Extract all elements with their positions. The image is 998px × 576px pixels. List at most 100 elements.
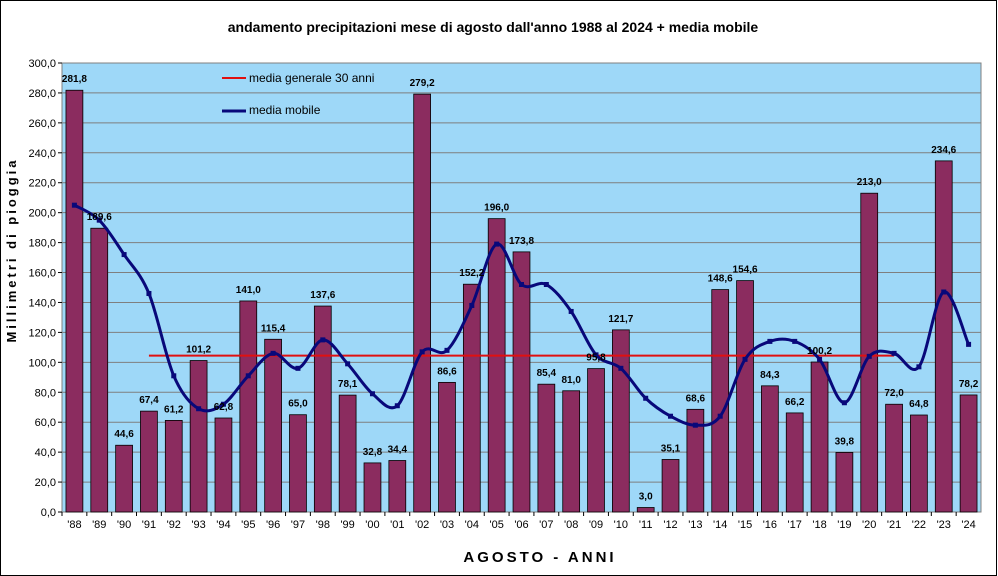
moving-average-point	[941, 289, 947, 295]
bar	[65, 89, 84, 513]
bar	[686, 408, 705, 513]
moving-average-point	[96, 217, 102, 223]
bar-value-label: 68,6	[686, 393, 706, 404]
y-tick-label: 140,0	[28, 297, 56, 309]
x-tick-label: '96	[266, 519, 280, 531]
bar	[438, 381, 456, 513]
bar	[487, 218, 506, 513]
bar-value-label: 141,0	[236, 285, 261, 296]
bar	[164, 420, 183, 513]
bar-value-label: 65,0	[288, 399, 308, 410]
moving-average-point	[345, 361, 351, 367]
moving-average-point	[817, 356, 823, 362]
moving-average-layer	[71, 202, 972, 428]
bar-value-label: 64,8	[909, 399, 929, 410]
y-tick-label: 40,0	[35, 447, 56, 459]
x-tick-label: '94	[216, 519, 230, 531]
bar-value-label: 148,6	[708, 274, 733, 285]
x-tick-label: '17	[788, 519, 802, 531]
bar-value-label: 78,2	[959, 379, 979, 390]
x-tick-label: '21	[887, 519, 901, 531]
y-tick-label: 120,0	[28, 327, 56, 339]
moving-average-point	[469, 302, 475, 308]
x-tick-label: '14	[713, 519, 727, 531]
bar-value-label: 95,8	[586, 353, 606, 364]
moving-average-point	[369, 391, 375, 397]
moving-average-point	[71, 202, 77, 208]
bar-value-label: 32,8	[363, 447, 383, 458]
bar-value-label: 137,6	[310, 290, 335, 301]
moving-average-point	[220, 401, 226, 407]
bar	[934, 160, 953, 513]
bar-value-label: 61,2	[164, 404, 184, 415]
moving-average-point	[171, 373, 177, 379]
x-tick-label: '04	[465, 519, 479, 531]
x-tick-label: '22	[912, 519, 926, 531]
x-tick-label: '98	[316, 519, 330, 531]
bar-value-label: 152,2	[459, 268, 484, 279]
moving-average-point	[692, 422, 698, 428]
x-tick-label: '15	[738, 519, 752, 531]
bar-value-label: 34,4	[388, 445, 408, 456]
y-axis-title: Millimetri di pioggia	[4, 157, 19, 342]
bar-value-label: 154,6	[733, 265, 758, 276]
bar	[189, 360, 208, 513]
y-tick-label: 80,0	[35, 387, 56, 399]
moving-average-point	[792, 338, 798, 344]
bar-value-label: 101,2	[186, 345, 211, 356]
moving-average-point	[866, 353, 872, 359]
bar-value-label: 196,0	[484, 203, 509, 214]
bar	[661, 459, 680, 513]
y-tick-label: 0,0	[41, 507, 56, 519]
x-tick-label: '92	[167, 519, 181, 531]
bar-value-label: 72,0	[884, 388, 904, 399]
bar	[462, 283, 481, 513]
y-tick-label: 60,0	[35, 417, 56, 429]
x-tick-label: '03	[440, 519, 454, 531]
y-tick-label: 260,0	[28, 118, 56, 130]
legend-label-average: media generale 30 anni	[249, 71, 374, 85]
bar-value-label: 78,1	[338, 379, 358, 390]
x-tick-label: '07	[539, 519, 553, 531]
bar-value-label: 67,4	[139, 395, 159, 406]
legend: media generale 30 anni media mobile	[222, 71, 374, 117]
bar	[214, 417, 233, 513]
bar-value-label: 66,2	[785, 397, 805, 408]
x-axis-ticks: '88 '89 '90 '91 '92 '93 '94 '95 '96 '97 '98 '99 '00 '…	[61, 512, 976, 531]
x-tick-label: '24	[961, 519, 975, 531]
bar	[587, 368, 605, 513]
x-tick-label: '19	[837, 519, 851, 531]
bar	[636, 507, 655, 513]
bar	[761, 385, 779, 513]
moving-average-point	[668, 413, 674, 419]
bar-value-label: 121,7	[608, 314, 633, 325]
bar-value-label: 115,4	[261, 323, 286, 334]
moving-average-point	[543, 282, 549, 288]
bar-value-label: 189,6	[87, 212, 112, 223]
x-tick-label: '91	[142, 519, 156, 531]
bar-value-label: 86,6	[437, 366, 457, 377]
x-tick-label: '18	[812, 519, 826, 531]
x-tick-label: '93	[191, 519, 205, 531]
bars	[65, 89, 978, 513]
data-labels: 281,8 189,6 44,6 67,4 61,2 101,2 62,8 141,0 115,…	[62, 74, 979, 502]
x-tick-label: '13	[688, 519, 702, 531]
x-tick-label: '97	[291, 519, 305, 531]
bar	[239, 300, 258, 513]
x-tick-label: '00	[365, 519, 379, 531]
bar	[363, 462, 382, 513]
moving-average-point	[643, 395, 649, 401]
bar	[537, 383, 556, 513]
bar-value-label: 173,8	[509, 236, 534, 247]
bar	[736, 280, 754, 513]
bar	[885, 403, 903, 513]
moving-average-point	[717, 413, 723, 419]
moving-average-point	[767, 338, 773, 344]
moving-average-point	[394, 403, 400, 409]
bar-value-label: 100,2	[807, 346, 832, 357]
x-tick-label: '99	[340, 519, 354, 531]
x-tick-label: '08	[564, 519, 578, 531]
bar	[313, 305, 332, 513]
x-tick-label: '06	[514, 519, 528, 531]
